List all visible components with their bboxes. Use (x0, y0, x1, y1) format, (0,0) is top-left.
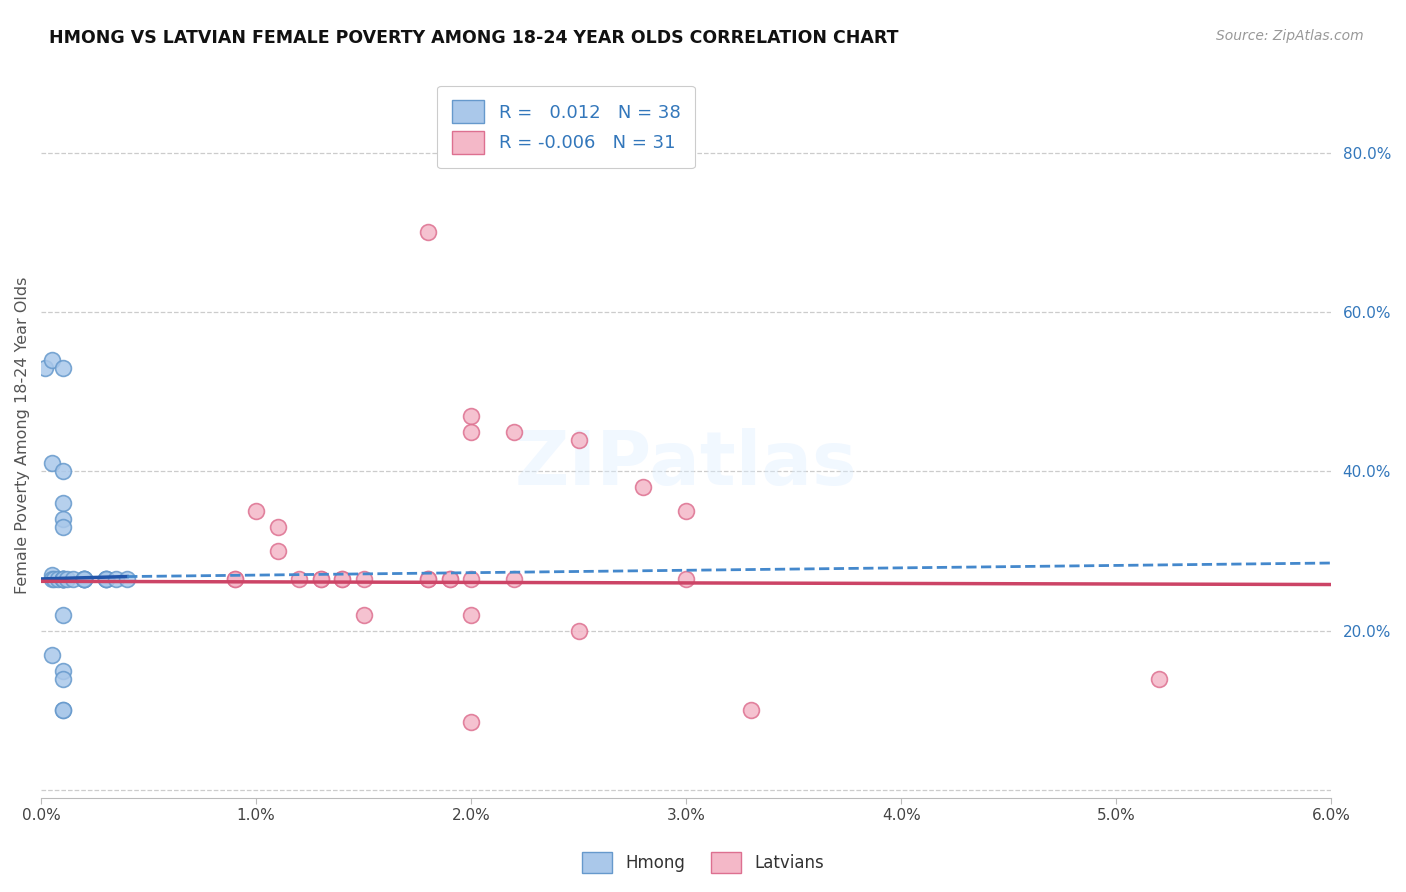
Point (41, 648, 63, 662)
Point (460, 409, 482, 423)
Point (309, 572, 332, 586)
Point (330, 572, 353, 586)
Point (460, 715, 482, 730)
Point (41, 352, 63, 367)
Point (460, 607, 482, 622)
Point (353, 607, 375, 622)
Text: HMONG VS LATVIAN FEMALE POVERTY AMONG 18-24 YEAR OLDS CORRELATION CHART: HMONG VS LATVIAN FEMALE POVERTY AMONG 18… (49, 29, 898, 46)
Point (41, 457, 63, 471)
Point (34, 360, 56, 375)
Point (288, 572, 311, 586)
Point (52, 572, 75, 586)
Point (94, 572, 117, 586)
Point (52, 672, 75, 686)
Point (460, 425, 482, 439)
Legend: Hmong, Latvians: Hmong, Latvians (575, 846, 831, 880)
Point (73, 572, 96, 586)
Y-axis label: Female Poverty Among 18-24 Year Olds: Female Poverty Among 18-24 Year Olds (15, 277, 30, 594)
Point (46, 572, 69, 586)
Point (52, 572, 75, 586)
Point (52, 572, 75, 586)
Point (52, 512, 75, 526)
Point (73, 572, 96, 586)
Point (94, 572, 117, 586)
Point (568, 624, 591, 638)
Point (56, 572, 79, 586)
Point (418, 572, 440, 586)
Point (105, 572, 128, 586)
Text: Source: ZipAtlas.com: Source: ZipAtlas.com (1216, 29, 1364, 43)
Point (115, 572, 138, 586)
Point (52, 464, 75, 478)
Point (631, 480, 654, 494)
Point (41, 572, 63, 586)
Point (73, 572, 96, 586)
Point (330, 572, 353, 586)
Point (266, 544, 288, 558)
Point (94, 572, 117, 586)
Legend: R =   0.012   N = 38, R = -0.006   N = 31: R = 0.012 N = 38, R = -0.006 N = 31 (437, 86, 695, 169)
Point (52, 703, 75, 717)
Point (52, 572, 75, 586)
Point (503, 425, 526, 439)
Point (41, 568, 63, 582)
Point (224, 572, 246, 586)
Point (62, 572, 84, 586)
Point (740, 703, 762, 717)
Point (418, 225, 440, 239)
Point (42, 572, 65, 586)
Point (675, 572, 697, 586)
Point (245, 504, 267, 518)
Point (675, 504, 697, 518)
Point (73, 572, 96, 586)
Point (52, 496, 75, 510)
Point (224, 572, 246, 586)
Point (439, 572, 461, 586)
Point (439, 572, 461, 586)
Point (1149, 672, 1171, 686)
Point (309, 572, 332, 586)
Point (52, 520, 75, 534)
Text: ZIPatlas: ZIPatlas (515, 428, 858, 501)
Point (266, 520, 288, 534)
Point (52, 572, 75, 586)
Point (353, 572, 375, 586)
Point (73, 572, 96, 586)
Point (418, 572, 440, 586)
Point (460, 572, 482, 586)
Point (568, 433, 591, 447)
Point (73, 572, 96, 586)
Point (52, 664, 75, 678)
Point (52, 607, 75, 622)
Point (52, 360, 75, 375)
Point (52, 703, 75, 717)
Point (52, 572, 75, 586)
Point (503, 572, 526, 586)
Point (94, 572, 117, 586)
